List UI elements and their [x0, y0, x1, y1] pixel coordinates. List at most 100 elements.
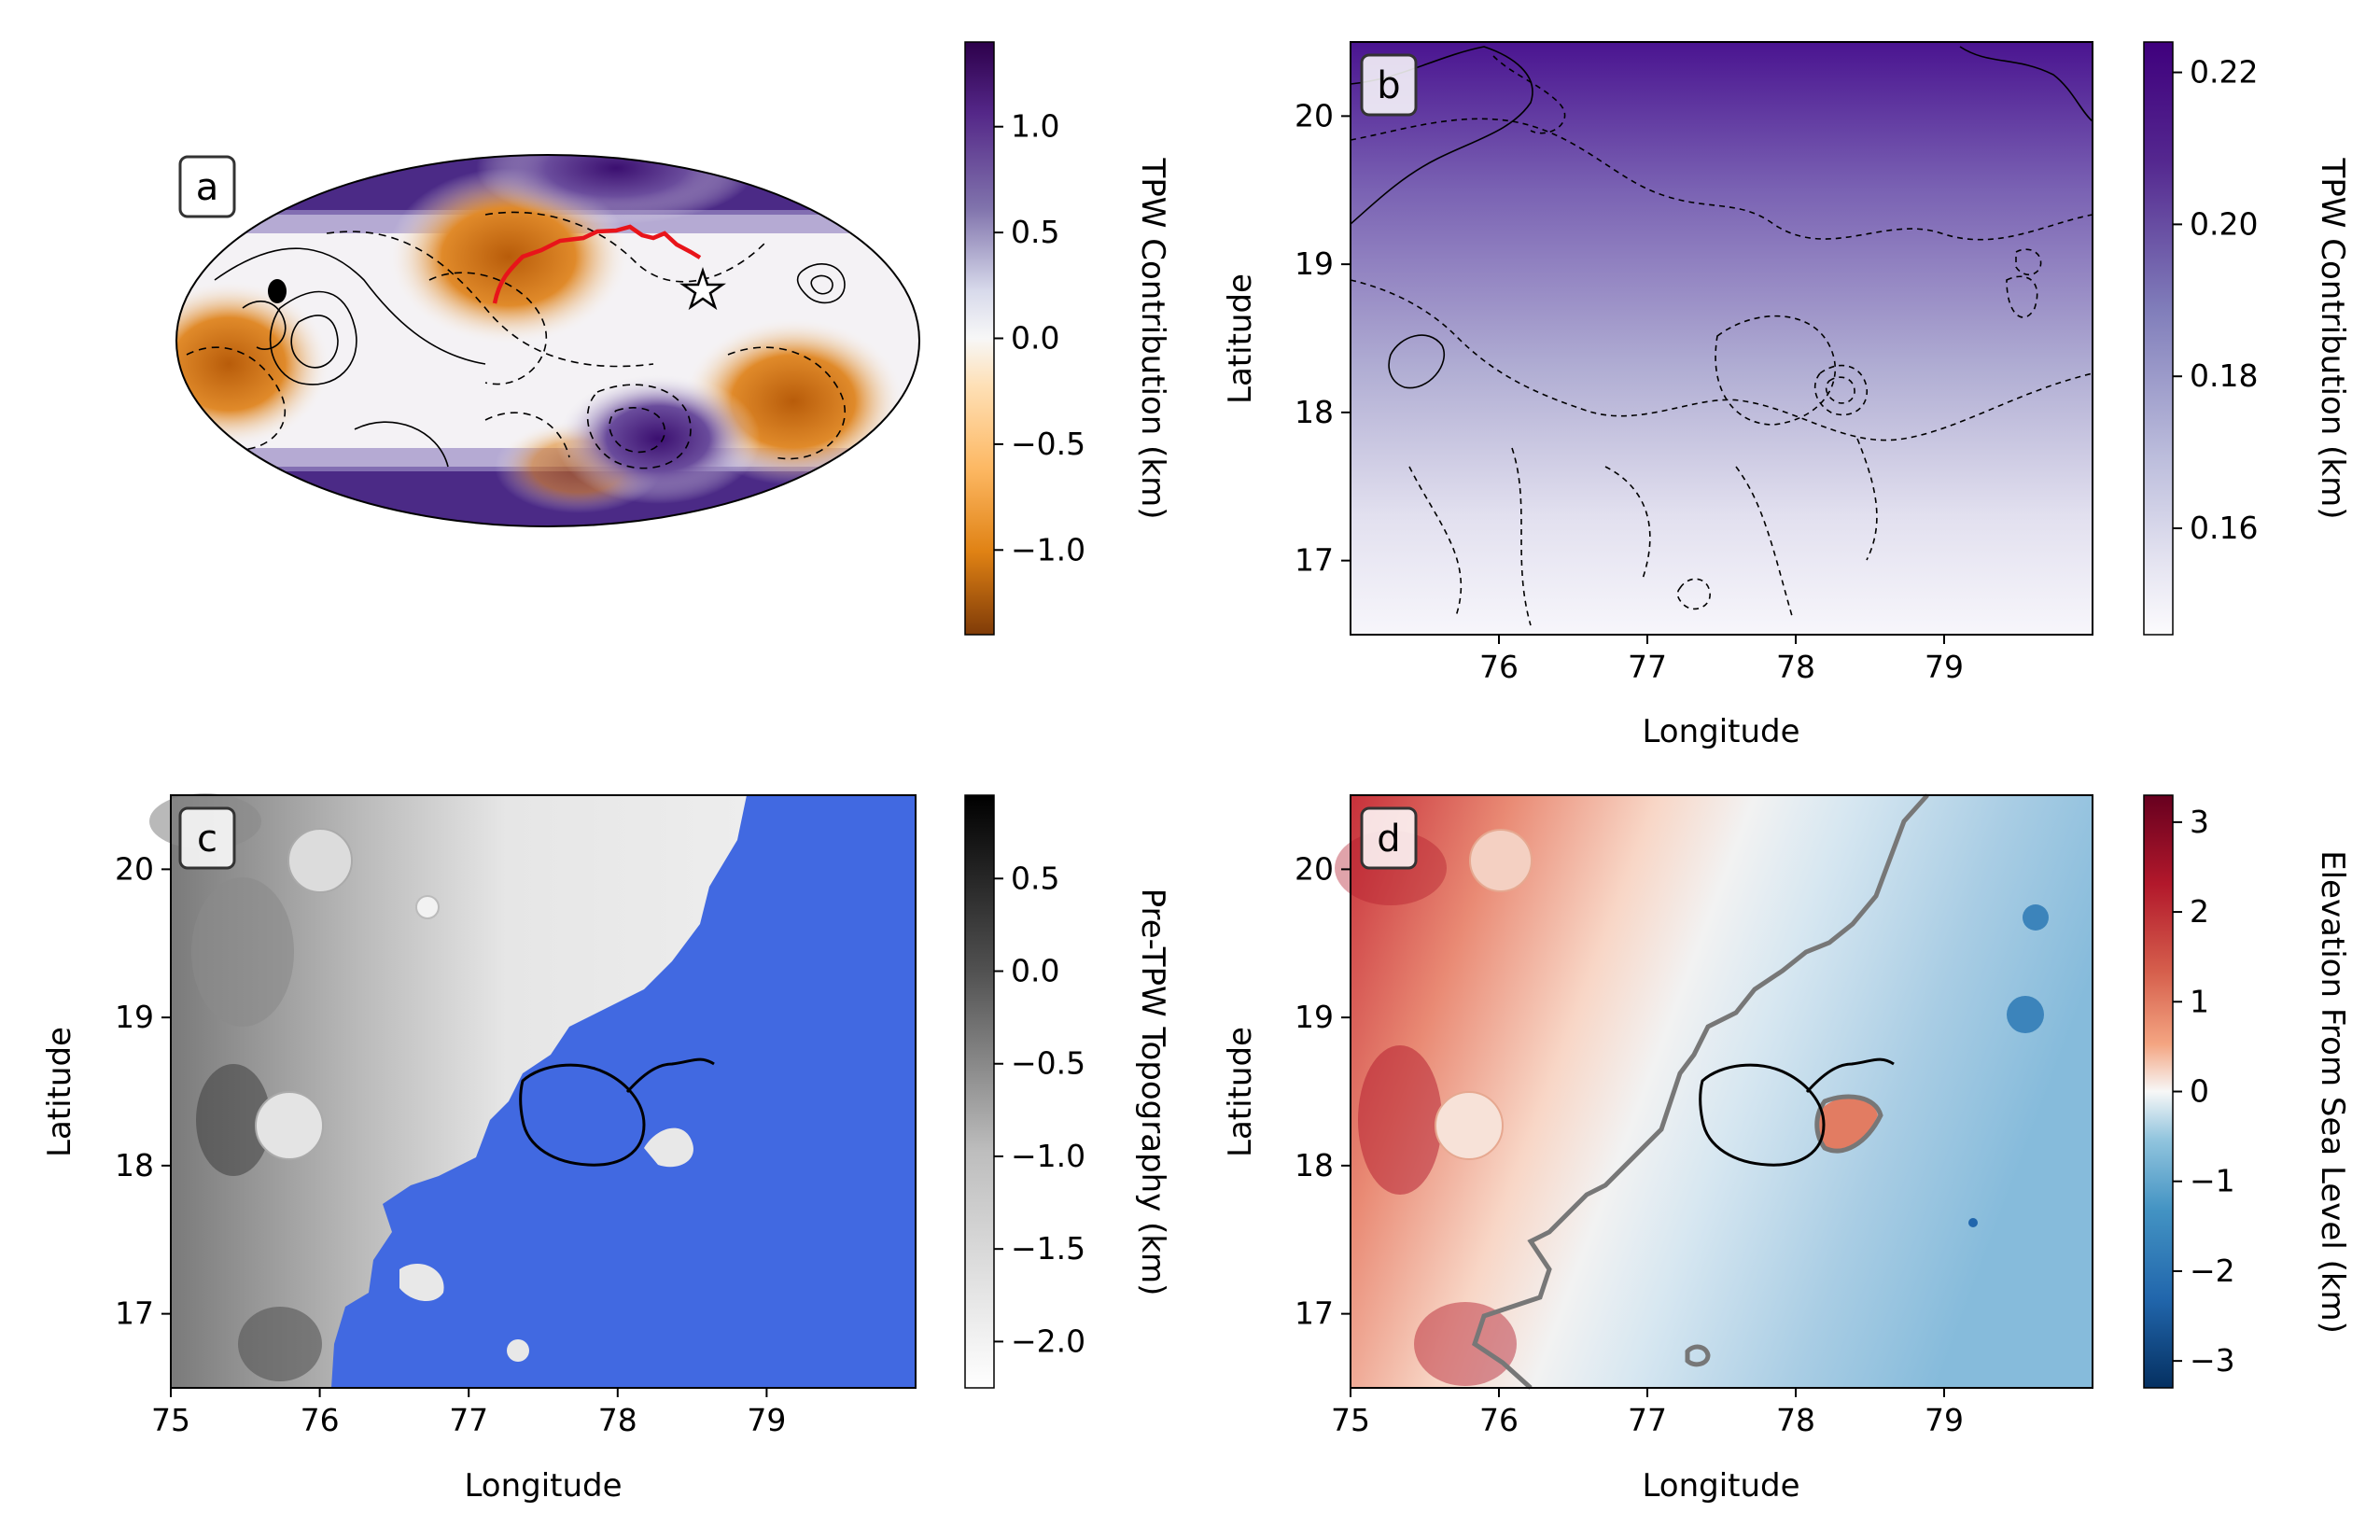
colorbar-b-ticks: 0.22 0.20 0.18 0.16	[2173, 54, 2258, 546]
panel-b-ytick-label: 19	[1295, 245, 1334, 282]
colorbar-b-tick-label: 0.22	[2190, 54, 2258, 91]
panel-c-xlabel: Longitude	[464, 1467, 622, 1505]
colorbar-b-tick-label: 0.16	[2190, 510, 2258, 546]
colorbar-c-tick-label: 0.5	[1011, 860, 1059, 896]
panel-d-xtick-label: 78	[1776, 1402, 1815, 1438]
panel-c-crater-outline	[519, 1063, 646, 1167]
colorbar-d-bar	[2143, 794, 2174, 1389]
colorbar-b-tick-label: 0.18	[2190, 357, 2258, 394]
panel-d-letter: d	[1377, 818, 1400, 861]
panel-d-ytick-label: 18	[1295, 1147, 1334, 1183]
colorbar-b: 0.22 0.20 0.18 0.16 TPW Contribution (km)	[2143, 41, 2351, 636]
panel-d-xtick-label: 79	[1925, 1402, 1964, 1438]
panel-c: 75 76 77 78 79 17 18 19 20 Longitude Latitude c	[41, 793, 917, 1505]
panel-a: a	[175, 154, 920, 527]
panel-c-ytick-label: 20	[115, 850, 154, 887]
panel-d-xtick-label: 77	[1628, 1402, 1667, 1438]
panel-a-dark-spot	[268, 279, 287, 303]
panel-a-red-path	[492, 224, 702, 304]
panel-a-letter: a	[196, 166, 219, 209]
panel-b-xtick-label: 76	[1479, 649, 1519, 685]
panel-c-xtick-label: 77	[449, 1402, 488, 1438]
panel-b-letter: b	[1377, 64, 1400, 107]
colorbar-d-tick-label: 0	[2190, 1073, 2209, 1110]
panel-d-frame	[1350, 794, 2093, 1389]
panel-d-ylabel: Latitude	[1222, 1027, 1259, 1157]
colorbar-c-tick-label: −0.5	[1011, 1045, 1085, 1082]
panel-d-xlabel: Longitude	[1642, 1467, 1799, 1505]
colorbar-c-tick-label: −2.0	[1011, 1323, 1085, 1359]
panel-b-frame	[1350, 41, 2093, 636]
panel-c-crater-trail	[625, 1057, 715, 1094]
panel-c-xtick-label: 75	[151, 1402, 190, 1438]
panel-b-ylabel: Latitude	[1222, 273, 1259, 404]
panel-d-xtick-label: 76	[1479, 1402, 1519, 1438]
colorbar-a-tick-label: 0.5	[1011, 214, 1059, 250]
colorbar-b-bar	[2143, 41, 2174, 636]
panel-b-xtick-label: 78	[1776, 649, 1815, 685]
panel-c-xtick-label: 76	[301, 1402, 340, 1438]
colorbar-d-ticks: 3 2 1 0 −1 −2 −3	[2173, 804, 2235, 1379]
colorbar-b-label: TPW Contribution (km)	[2314, 158, 2351, 520]
panel-b-ytick-label: 20	[1295, 97, 1334, 133]
panel-d-ytick-label: 19	[1295, 999, 1334, 1035]
panel-c-ytick-label: 19	[115, 999, 154, 1035]
panel-b-label-box: b	[1360, 53, 1418, 117]
colorbar-d-tick-label: 2	[2190, 893, 2209, 930]
colorbar-c-tick-label: −1.5	[1011, 1230, 1085, 1267]
colorbar-c-bar	[964, 794, 995, 1389]
panel-b-axes: 76 77 78 79 17 18 19 20	[1295, 97, 1964, 685]
colorbar-d-tick-label: 1	[2190, 983, 2209, 1019]
panel-a-contours	[186, 211, 846, 469]
colorbar-a-bar	[964, 41, 995, 636]
panel-c-ytick-label: 18	[115, 1147, 154, 1183]
colorbar-d-tick-label: 3	[2190, 804, 2209, 840]
colorbar-d-tick-label: −3	[2190, 1342, 2235, 1379]
panel-d-xtick-label: 75	[1331, 1402, 1370, 1438]
panel-d-ytick-label: 20	[1295, 850, 1334, 887]
panel-d-ytick-label: 17	[1295, 1295, 1334, 1332]
panel-d-crater-outline	[1699, 1063, 1826, 1167]
colorbar-a-tick-label: −1.0	[1011, 531, 1085, 567]
colorbar-a-tick-label: −0.5	[1011, 426, 1085, 462]
panel-c-frame	[170, 794, 917, 1389]
panel-c-label-box: c	[178, 806, 236, 870]
colorbar-c: 0.5 0.0 −0.5 −1.0 −1.5 −2.0 Pre-TPW Topograph…	[964, 794, 1171, 1389]
panel-d-shoreline	[1472, 793, 1929, 1390]
panel-b-ytick-label: 17	[1295, 542, 1334, 579]
colorbar-a-ticks: 1.0 0.5 0.0 −0.5 −1.0	[994, 108, 1085, 567]
colorbar-c-ticks: 0.5 0.0 −0.5 −1.0 −1.5 −2.0	[994, 860, 1085, 1359]
panel-d-axes: 75 76 77 78 79 17 18 19 20	[1295, 850, 1964, 1438]
panel-d: 75 76 77 78 79 17 18 19 20 Longitude Latitude d	[1222, 793, 2093, 1505]
panel-c-ytick-label: 17	[115, 1295, 154, 1332]
panel-c-letter: c	[197, 818, 217, 861]
panel-c-water	[331, 795, 916, 1388]
colorbar-d-label: Elevation From Sea Level (km)	[2314, 850, 2351, 1334]
colorbar-a: 1.0 0.5 0.0 −0.5 −1.0 TPW Contribution (km)	[964, 41, 1171, 636]
colorbar-b-tick-label: 0.20	[2190, 205, 2258, 242]
panel-a-label-box: a	[178, 155, 236, 218]
colorbar-a-tick-label: 0.0	[1011, 320, 1059, 357]
panel-b-field	[1351, 42, 2093, 635]
panel-d-label-box: d	[1360, 806, 1418, 870]
colorbar-c-tick-label: −1.0	[1011, 1138, 1085, 1174]
colorbar-d-tick-label: −1	[2190, 1163, 2235, 1199]
panel-c-ylabel: Latitude	[41, 1027, 78, 1157]
colorbar-c-tick-label: 0.0	[1011, 953, 1059, 989]
panel-b-ytick-label: 18	[1295, 394, 1334, 430]
panel-b-xtick-label: 79	[1925, 649, 1964, 685]
panel-c-xtick-label: 78	[598, 1402, 637, 1438]
panel-d-field	[1351, 795, 2093, 1388]
panel-b-xtick-label: 77	[1628, 649, 1667, 685]
panel-b-xlabel: Longitude	[1642, 713, 1799, 750]
panel-a-boundary	[175, 154, 920, 527]
colorbar-a-tick-label: 1.0	[1011, 108, 1059, 145]
panel-d-crater-trail	[1805, 1057, 1895, 1094]
panel-b-solid-contours	[1350, 46, 2093, 389]
panel-b-contours	[1350, 55, 2093, 626]
colorbar-a-label: TPW Contribution (km)	[1134, 158, 1171, 520]
colorbar-c-label: Pre-TPW Topography (km)	[1134, 889, 1171, 1296]
panel-a-star-marker	[679, 267, 727, 311]
panel-c-xtick-label: 79	[747, 1402, 786, 1438]
